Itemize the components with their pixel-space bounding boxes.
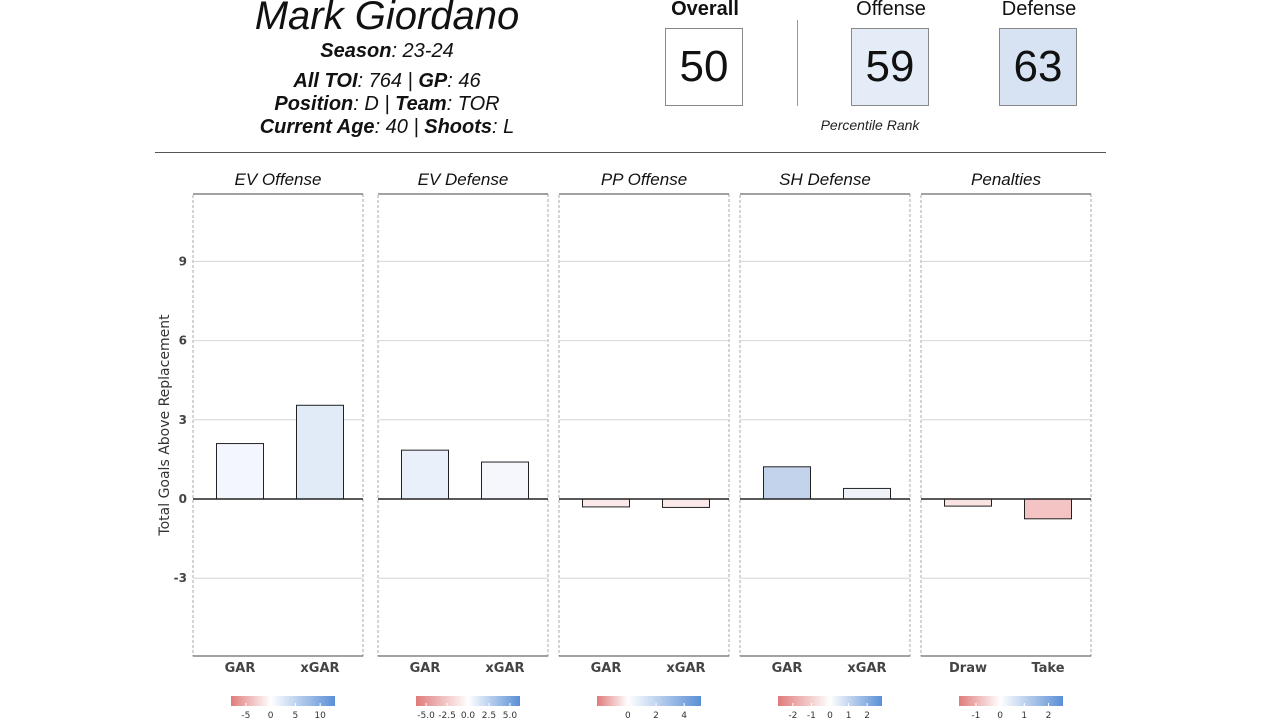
- defense-label: Defense: [1001, 0, 1077, 20]
- legend-tick-label: 0.0: [461, 711, 476, 720]
- panel-title: SH Defense: [779, 170, 871, 189]
- legend-tick-label: 1: [1021, 711, 1027, 720]
- percentile-rank-caption: Percentile Rank: [820, 117, 920, 133]
- bar: [401, 449, 449, 500]
- overall-label: Overall: [671, 0, 739, 20]
- panel-title: Penalties: [971, 170, 1041, 189]
- color-legend-bar: [597, 696, 701, 706]
- bar: [1024, 498, 1072, 520]
- legend-tick-label: -1: [971, 711, 980, 720]
- season-label: Season: [320, 40, 392, 62]
- panel-frame: [739, 193, 911, 657]
- x-tick-label: Take: [1031, 661, 1064, 676]
- position-label: Position: [274, 93, 354, 115]
- overall-score-box: 50: [665, 28, 743, 106]
- y-axis-title: Total Goals Above Replacement: [157, 314, 173, 537]
- y-tick-label: 0: [179, 492, 187, 506]
- x-tick-label: Draw: [949, 661, 987, 676]
- legend-tick-label: 2: [1046, 711, 1052, 720]
- legend-tick-label: 5: [293, 711, 299, 720]
- position-value: : D |: [353, 93, 396, 115]
- bar: [216, 443, 264, 500]
- shoots-value: : L: [492, 116, 515, 138]
- panel-title: PP Offense: [601, 170, 687, 189]
- legend-tick-label: 2: [864, 711, 870, 720]
- legend-tick-label: 5.0: [503, 711, 518, 720]
- bar: [582, 498, 630, 508]
- offense-label: Offense: [856, 0, 926, 20]
- legend-tick-label: -5.0: [417, 711, 435, 720]
- y-tick-label: 3: [179, 413, 187, 427]
- bar: [296, 404, 344, 500]
- season-value: : 23-24: [391, 40, 454, 62]
- panel-frame: [558, 193, 730, 657]
- shoots-label: Shoots: [424, 116, 493, 138]
- legend-tick-label: -2: [788, 711, 797, 720]
- legend-tick-label: -1: [807, 711, 816, 720]
- legend-tick-label: 0: [827, 711, 833, 720]
- age-line: Current Age: 40 | Shoots: L: [187, 116, 587, 139]
- age-label: Current Age: [259, 116, 375, 138]
- x-tick-label: xGAR: [300, 661, 339, 676]
- toi-value: : 764 |: [357, 70, 419, 92]
- bar: [843, 487, 891, 500]
- gp-label: GP: [418, 70, 448, 92]
- toi-line: All TOI: 764 | GP: 46: [187, 70, 587, 93]
- x-tick-label: GAR: [410, 661, 441, 676]
- color-legend-bar: [959, 696, 1063, 706]
- bar: [944, 498, 992, 507]
- y-tick-label: -3: [174, 571, 187, 585]
- x-tick-label: xGAR: [847, 661, 886, 676]
- panel-title: EV Offense: [235, 170, 322, 189]
- x-tick-label: GAR: [225, 661, 256, 676]
- legend-tick-label: 10: [314, 711, 326, 720]
- legend-tick-label: 0: [625, 711, 631, 720]
- defense-score-box: 63: [999, 28, 1077, 106]
- offense-score-box: 59: [851, 28, 929, 106]
- y-tick-label: 6: [179, 334, 187, 348]
- team-label: Team: [395, 93, 447, 115]
- color-legend-bar: [416, 696, 520, 706]
- legend-tick-label: 1: [846, 711, 852, 720]
- toi-label: All TOI: [293, 70, 358, 92]
- x-tick-label: xGAR: [666, 661, 705, 676]
- legend-tick-label: 0: [997, 711, 1003, 720]
- bar: [662, 498, 710, 508]
- legend-tick-label: 2: [653, 711, 659, 720]
- panel-title: EV Defense: [418, 170, 509, 189]
- header-divider: [155, 152, 1106, 153]
- legend-tick-label: 4: [681, 711, 687, 720]
- bar: [763, 466, 811, 500]
- color-legend-bar: [231, 696, 335, 706]
- bar: [481, 461, 529, 500]
- x-tick-label: GAR: [772, 661, 803, 676]
- season-line: Season: 23-24: [187, 40, 587, 63]
- y-tick-label: 9: [179, 254, 187, 268]
- player-name: Mark Giordano: [254, 0, 520, 38]
- legend-tick-label: 2.5: [482, 711, 496, 720]
- legend-tick-label: -2.5: [438, 711, 456, 720]
- x-tick-label: xGAR: [485, 661, 524, 676]
- gp-value: : 46: [447, 70, 481, 92]
- position-line: Position: D | Team: TOR: [187, 93, 587, 116]
- ratings-divider: [797, 20, 798, 106]
- legend-tick-label: -5: [241, 711, 250, 720]
- team-value: : TOR: [446, 93, 500, 115]
- panel-frame: [920, 193, 1092, 657]
- x-tick-label: GAR: [591, 661, 622, 676]
- legend-tick-label: 0: [268, 711, 274, 720]
- panel-frame: [377, 193, 549, 657]
- color-legend-bar: [778, 696, 882, 706]
- age-value: : 40 |: [374, 116, 425, 138]
